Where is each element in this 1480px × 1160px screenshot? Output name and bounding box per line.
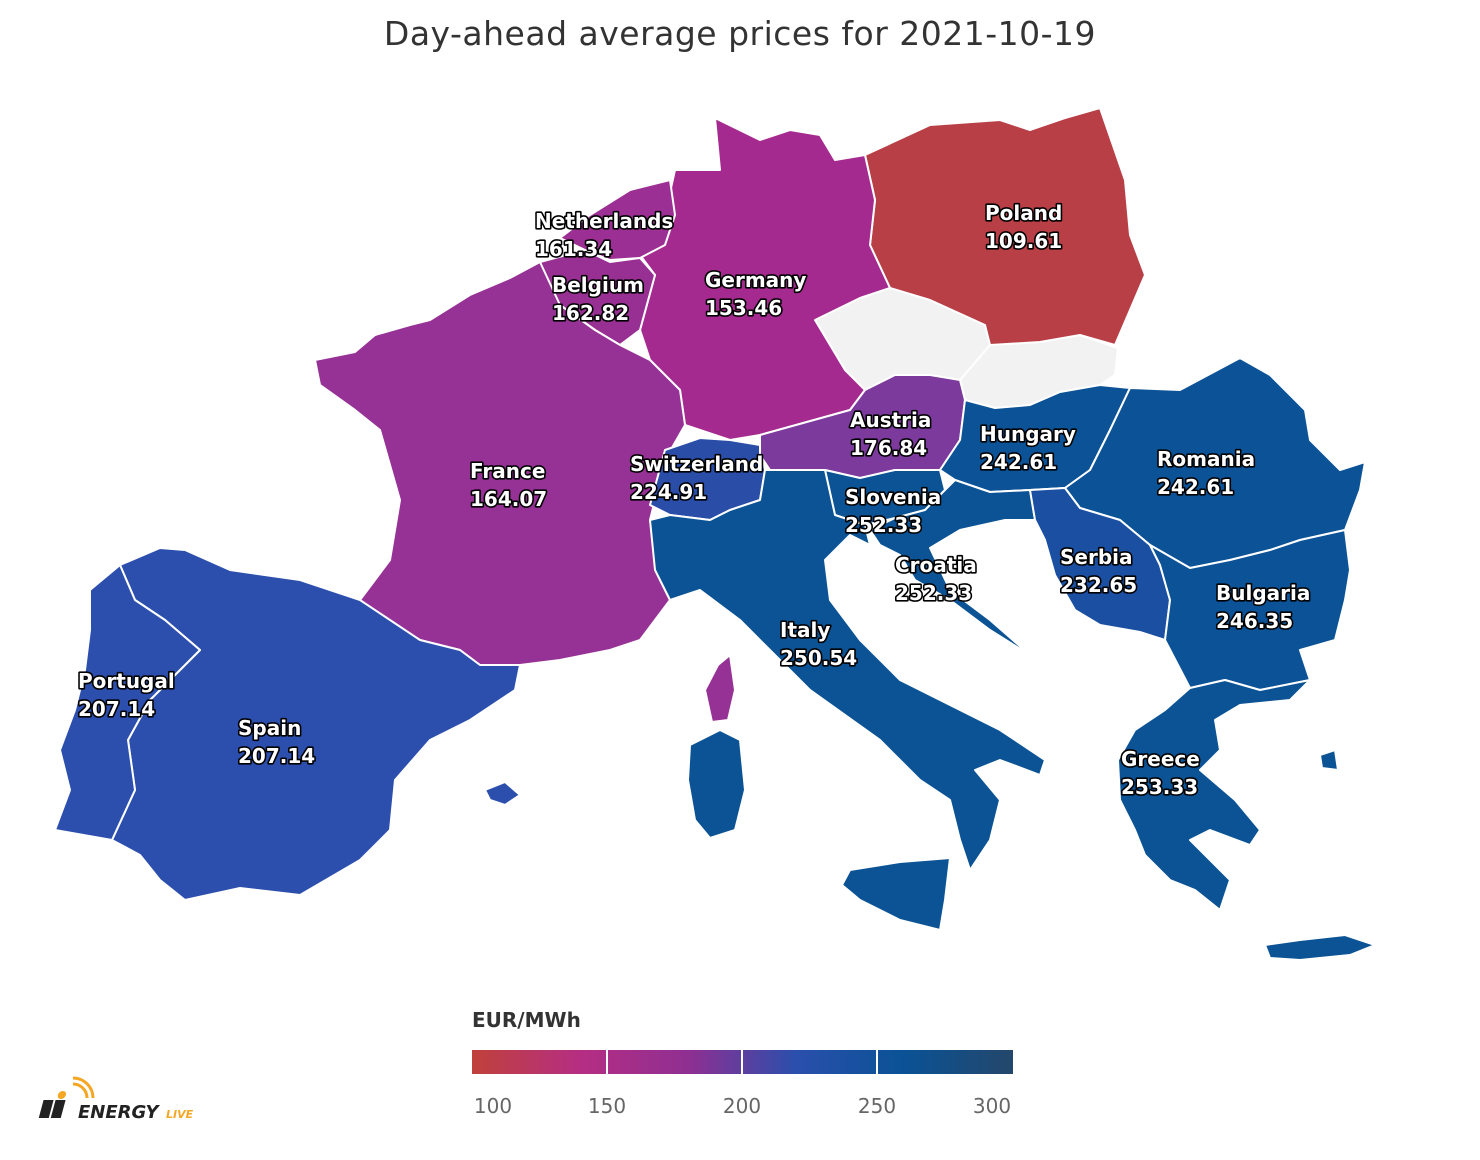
country-greece[interactable] — [1117, 679, 1311, 911]
country-name-label: Slovenia — [845, 485, 941, 509]
country-name-label: Netherlands — [535, 209, 673, 233]
country-name-label: Germany — [705, 268, 806, 292]
country-value-label: 161.34 — [535, 237, 612, 261]
country-name-label: Romania — [1157, 447, 1255, 471]
country-name-label: Hungary — [980, 422, 1076, 446]
country-name-label: France — [470, 459, 545, 483]
country-croatia[interactable] — [869, 479, 1036, 656]
country-name-label: Bulgaria — [1216, 581, 1310, 605]
country-value-label: 242.61 — [1157, 475, 1234, 499]
country-name-label: Switzerland — [630, 452, 763, 476]
country-name-label: Italy — [780, 618, 830, 642]
country-value-label: 246.35 — [1216, 609, 1293, 633]
legend-title: EUR/MWh — [472, 1008, 581, 1032]
map-title: Day-ahead average prices for 2021-10-19 — [383, 14, 1097, 53]
country-value-label: 224.91 — [630, 480, 707, 504]
country-italy[interactable] — [649, 469, 1046, 871]
country-value-label: 176.84 — [850, 436, 927, 460]
country-name-label: Austria — [850, 408, 931, 432]
country-italy-sardinia[interactable] — [687, 729, 746, 839]
country-value-label: 250.54 — [780, 646, 857, 670]
country-spain-balearic[interactable] — [484, 781, 521, 806]
country-value-label: 162.82 — [552, 301, 629, 325]
country-value-label: 164.07 — [470, 487, 547, 511]
energylive-logo: ENERGY LIVE — [38, 1076, 218, 1126]
country-france-corsica[interactable] — [704, 654, 736, 723]
country-name-label: Portugal — [78, 669, 175, 693]
legend-tick-label: 150 — [587, 1094, 627, 1118]
country-bulgaria[interactable] — [1149, 529, 1351, 691]
legend-tick-label: 200 — [722, 1094, 762, 1118]
legend-tick-label: 300 — [972, 1094, 1012, 1118]
country-name-label: Belgium — [552, 273, 644, 297]
country-value-label: 252.33 — [895, 581, 972, 605]
country-value-label: 232.65 — [1060, 573, 1137, 597]
country-value-label: 253.33 — [1121, 775, 1198, 799]
country-value-label: 207.14 — [238, 744, 315, 768]
legend-color-scale — [472, 1050, 1013, 1074]
logo-text-sub: LIVE — [166, 1108, 194, 1121]
country-italy-sicily[interactable] — [841, 857, 951, 931]
country-name-label: Croatia — [895, 553, 977, 577]
country-portugal[interactable] — [54, 564, 201, 841]
country-value-label: 242.61 — [980, 450, 1057, 474]
country-value-label: 109.61 — [985, 229, 1062, 253]
legend-tick-label: 250 — [857, 1094, 897, 1118]
country-greece-crete[interactable] — [1264, 934, 1376, 961]
logo-text-main: ENERGY — [78, 1102, 161, 1123]
legend-tick-label: 100 — [473, 1094, 513, 1118]
country-value-label: 153.46 — [705, 296, 782, 320]
country-greece-island[interactable] — [1319, 749, 1339, 771]
country-name-label: Greece — [1121, 747, 1200, 771]
country-value-label: 252.33 — [845, 513, 922, 537]
country-value-label: 207.14 — [78, 697, 155, 721]
country-name-label: Spain — [238, 716, 301, 740]
country-name-label: Serbia — [1060, 545, 1133, 569]
country-name-label: Poland — [985, 201, 1062, 225]
